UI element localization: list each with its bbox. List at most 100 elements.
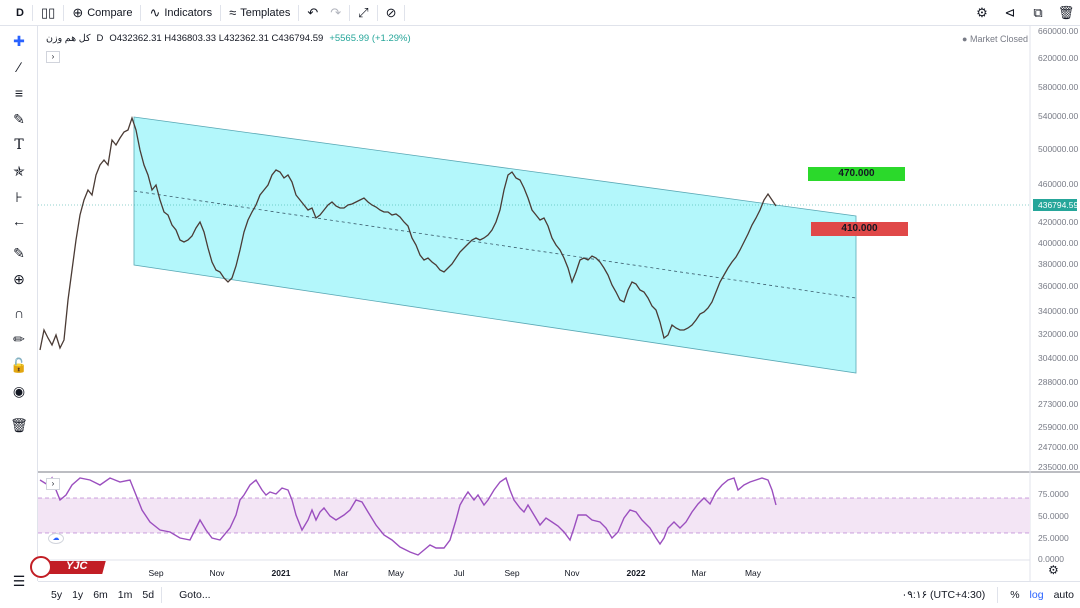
fullscreen-icon: ⤢ [358,4,369,20]
percent-toggle[interactable]: % [1010,589,1020,601]
eye-off-icon: ⊘ [385,4,397,20]
stay-drawing-tool[interactable]: ✏ [6,328,32,350]
trendline-icon: ∕ [17,59,21,75]
auto-toggle[interactable]: auto [1053,589,1074,601]
price-tick-label: 400000.00 [1038,238,1078,248]
text-tool[interactable]: T [6,134,32,156]
gear-icon: ⚙ [1048,563,1059,577]
hide-drawings-button[interactable]: ⊘ [380,0,403,26]
indicators-label: Indicators [164,6,213,19]
prediction-tool[interactable]: ⊦ [6,186,32,208]
price-tick-label: 340000.00 [1038,306,1078,316]
price-tick-label: 304000.00 [1038,353,1078,363]
crosshair-tool[interactable]: ✚ [6,30,32,52]
brush-tool[interactable]: ✎ [6,108,32,130]
share-icon: ⊲ [1004,5,1016,20]
range-5d[interactable]: 5d [142,588,155,601]
trendline-tool[interactable]: ∕ [6,56,32,78]
remove-drawings-tool[interactable]: 🗑 [6,414,32,436]
compare-button[interactable]: ⊕ Compare [66,0,138,26]
templates-button[interactable]: ≈ Templates [223,0,296,26]
pencil-lock-icon: ✏ [13,330,25,347]
object-tree-button[interactable]: ☰ [6,570,32,592]
chart-style-button[interactable]: ▯▯ [35,0,61,26]
chevron-right-icon: › [51,52,55,61]
price-tick-label: 500000.00 [1038,144,1078,154]
timezone-clock[interactable]: ۰۹:۱۶ (UTC+4:30) [901,589,986,601]
bottom-toolbar: 5y 1y 6m 1m 5d Goto... ۰۹:۱۶ (UTC+4:30) … [38,581,1080,607]
rsi-tick-label: 50.0000 [1038,511,1069,521]
lock-tool[interactable]: 🔓 [6,354,32,376]
time-tick-label: Sep [148,568,163,578]
rsi-axis[interactable]: 75.0000 50.0000 25.0000 0.0000 [1038,489,1069,564]
chevron-right-icon: › [51,479,55,488]
redo-button[interactable]: ↷ [324,0,347,26]
magnet-tool[interactable]: ∩ [6,302,32,324]
settings-button[interactable]: ⚙ [968,0,996,26]
pattern-icon: ✯ [13,162,25,179]
range-1y[interactable]: 1y [72,588,84,601]
price-tick-label: 620000.00 [1038,53,1078,63]
fullscreen-button[interactable]: ⤢ [352,0,374,26]
goto-button[interactable]: Goto... [179,588,211,601]
range-1m[interactable]: 1m [117,588,133,601]
logo-text: YJC [66,560,88,572]
range-6m[interactable]: 6m [93,588,108,601]
price-tick-label: 580000.00 [1038,82,1078,92]
log-toggle[interactable]: log [1029,589,1044,601]
market-status: ● Market Closed [962,34,1028,44]
gear-icon: ⚙ [976,5,988,20]
candles-icon: ▯▯ [41,4,56,20]
popout-button[interactable]: ⧉ [1024,0,1052,26]
price-series[interactable] [39,115,777,351]
ruler-horizontal-icon: ⊦ [15,188,23,205]
rsi-tick-label: 0.0000 [1038,554,1064,564]
legend-interval: D [96,33,104,44]
visibility-tool[interactable]: ◉ [6,380,32,402]
eye-icon: ◉ [12,382,26,399]
price-axis[interactable]: 660000.00 620000.00 580000.00 540000.00 5000… [1038,26,1078,472]
time-tick-label: Mar [692,568,707,578]
time-axis[interactable]: Sep Nov 2021 Mar May Jul Sep Nov 2022 Mar May [148,568,761,578]
divider [404,4,406,21]
pane-settings-button[interactable]: ⚙ [1048,563,1059,577]
bottom-right-controls: ۰۹:۱۶ (UTC+4:30) % log auto [902,582,1074,608]
trash-icon: 🗑 [10,416,28,433]
undo-icon: ↶ [307,4,319,20]
interval-button[interactable]: D [0,0,30,26]
target-low-box[interactable]: 410.000 [811,222,908,236]
target-high-box[interactable]: 470.000 [808,167,905,181]
logo-emblem [30,556,52,578]
measure-tool[interactable]: ✎ [6,242,32,264]
price-tick-label: 420000.00 [1038,217,1078,227]
rsi-legend-expand-button[interactable]: › [46,478,60,490]
market-status-label: Market Closed [969,34,1028,44]
undo-button[interactable]: ↶ [301,0,324,26]
price-tick-label: 380000.00 [1038,259,1078,269]
divider [220,4,222,21]
rsi-series[interactable] [39,476,777,556]
layers-icon: ☰ [12,572,26,589]
symbol-name[interactable]: کل هم وزن [46,33,91,44]
ruler-icon: ✎ [13,244,25,261]
divider [349,4,351,21]
time-tick-label: Nov [564,568,580,578]
back-arrow-button[interactable]: ← [6,210,32,232]
divider [32,4,33,21]
ohlc-values: O432362.31 H436803.33 L432362.31 C436794… [109,33,324,44]
range-5y[interactable]: 5y [51,588,63,601]
brush-icon: ✎ [13,110,25,127]
price-tick-label: 273000.00 [1038,399,1078,409]
trash-icon: 🗑 [1057,5,1075,20]
pattern-tool[interactable]: ✯ [6,160,32,182]
redo-icon: ↷ [330,4,342,20]
interval-label: D [16,6,24,19]
parallel-channel[interactable] [133,116,857,374]
legend-expand-button[interactable]: › [46,51,60,63]
share-button[interactable]: ⊲ [996,0,1024,26]
zoom-tool[interactable]: ⊕ [6,268,32,290]
fib-tool[interactable]: ≡ [6,82,32,104]
indicators-button[interactable]: ∿ Indicators [143,0,218,26]
delete-button[interactable]: 🗑 [1052,0,1080,26]
